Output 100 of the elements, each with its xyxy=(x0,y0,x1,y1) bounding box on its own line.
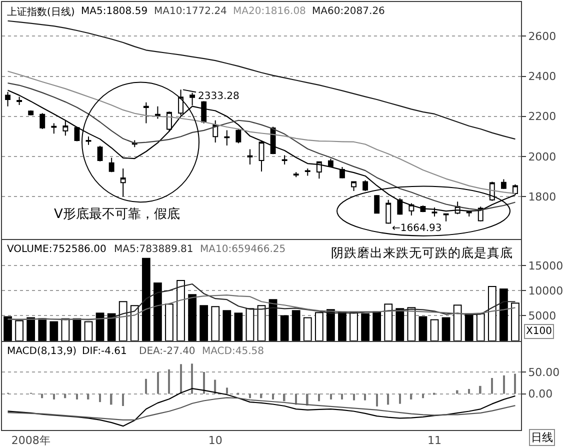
x-tick-label: 2008年 xyxy=(11,434,50,448)
bar xyxy=(130,305,139,341)
candlestick xyxy=(304,168,310,176)
bar xyxy=(203,372,205,394)
bar xyxy=(376,394,378,406)
candlestick xyxy=(386,199,392,224)
text: 上证指数(日线) xyxy=(7,6,75,18)
y-tick-label: 5000 xyxy=(528,310,556,323)
candlestick xyxy=(108,157,114,173)
candlestick xyxy=(86,136,92,146)
bar xyxy=(361,313,370,341)
bar xyxy=(211,306,220,341)
series-label: MACD:45.58 xyxy=(202,346,264,357)
bar xyxy=(280,315,289,341)
bar xyxy=(407,307,416,341)
line-series xyxy=(7,294,516,320)
bar xyxy=(283,394,286,402)
bar xyxy=(222,310,232,341)
y-tick-label: 15000 xyxy=(528,259,564,272)
text: VOLUME:752586.00 xyxy=(7,244,106,255)
bar xyxy=(142,258,150,341)
text: MA10:659466.25 xyxy=(200,244,286,255)
bar xyxy=(50,321,58,341)
line-series xyxy=(7,20,516,140)
y-tick-label: 2600 xyxy=(528,30,556,43)
bar xyxy=(191,364,193,394)
bar xyxy=(353,394,355,400)
bar xyxy=(53,394,55,400)
bar xyxy=(314,312,324,341)
bar xyxy=(84,321,93,341)
text: MA20:1816.08 xyxy=(233,6,306,17)
candlestick xyxy=(154,106,160,120)
y-tick-label: 0.00 xyxy=(528,388,553,401)
bar xyxy=(176,280,185,341)
candlestick xyxy=(258,140,264,172)
bar xyxy=(396,308,404,341)
candlestick xyxy=(328,158,334,168)
chart-title: MACD(8,13,9) xyxy=(7,346,77,357)
bar xyxy=(107,313,116,341)
bar xyxy=(38,318,47,341)
bar xyxy=(418,316,428,341)
annotation: ←1664.93 xyxy=(392,223,442,234)
bar xyxy=(249,394,251,398)
bar xyxy=(272,394,274,400)
y-tick-label: 1800 xyxy=(528,190,556,204)
bar xyxy=(453,304,462,341)
bar xyxy=(479,386,482,394)
bar xyxy=(511,302,520,341)
text: 日线 xyxy=(531,431,553,444)
candlestick xyxy=(224,130,230,146)
candlestick xyxy=(201,100,207,124)
x-tick-label: 11 xyxy=(428,434,442,448)
bar xyxy=(456,390,458,394)
bar xyxy=(15,320,24,341)
bar xyxy=(246,308,254,341)
candlestick xyxy=(28,110,34,116)
bar xyxy=(61,318,70,341)
text: DIF:-4.61 xyxy=(82,346,127,357)
candlestick xyxy=(500,178,506,190)
bar xyxy=(350,312,358,341)
candlestick xyxy=(374,194,380,214)
text: X100 xyxy=(526,326,552,337)
bar xyxy=(145,378,147,394)
text: DEA:-27.40 xyxy=(139,346,196,357)
bar xyxy=(26,317,36,341)
text: MA10:1772.24 xyxy=(154,6,227,17)
bar xyxy=(110,394,112,405)
y-tick-label: 10000 xyxy=(528,284,564,298)
bar xyxy=(226,388,228,394)
bar xyxy=(384,304,393,341)
bar xyxy=(488,286,496,341)
bar xyxy=(442,317,450,341)
candlestick xyxy=(62,120,68,136)
bar xyxy=(200,305,208,341)
bar xyxy=(99,394,101,402)
bar xyxy=(372,311,382,341)
bar xyxy=(330,394,332,400)
y-tick-label: 2200 xyxy=(528,110,556,124)
candlestick xyxy=(443,213,449,222)
bar xyxy=(468,388,470,394)
bar xyxy=(338,312,346,341)
candlestick xyxy=(120,168,126,198)
bar xyxy=(268,299,278,341)
annotation: V形底最不可靠，假底 xyxy=(54,207,180,222)
bar xyxy=(514,374,516,394)
bar xyxy=(165,304,174,341)
candlestick xyxy=(247,148,253,166)
line-series xyxy=(7,397,516,421)
bar xyxy=(214,380,216,394)
bar xyxy=(399,394,401,404)
bar xyxy=(503,375,505,394)
candlestick xyxy=(236,128,242,144)
bar xyxy=(318,394,320,402)
bar xyxy=(96,312,104,341)
bar xyxy=(4,316,12,341)
candlestick xyxy=(51,122,57,134)
candlestick xyxy=(16,96,22,106)
candlestick xyxy=(40,112,46,130)
line-series xyxy=(7,70,516,194)
bar xyxy=(154,282,162,341)
